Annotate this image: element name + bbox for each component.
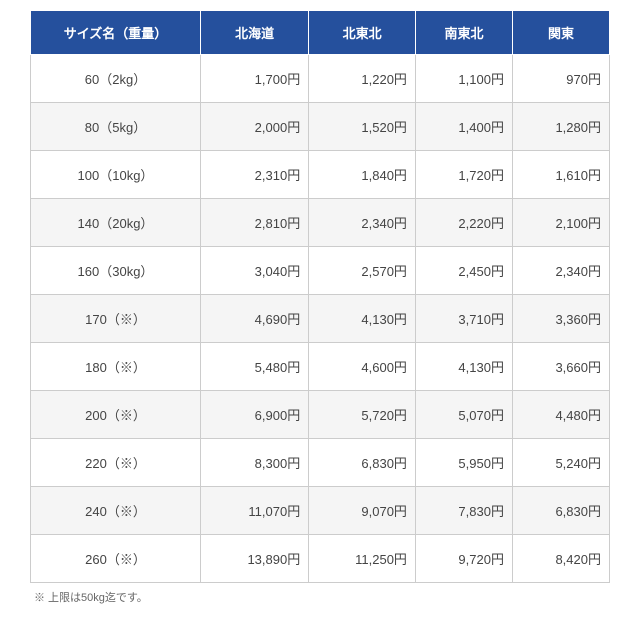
price-cell: 4,600円	[309, 343, 416, 391]
price-cell: 1,610円	[512, 151, 609, 199]
price-cell: 2,810円	[201, 199, 309, 247]
price-cell: 13,890円	[201, 535, 309, 583]
price-cell: 11,070円	[201, 487, 309, 535]
price-cell: 2,310円	[201, 151, 309, 199]
price-cell: 9,070円	[309, 487, 416, 535]
column-header: 南東北	[415, 11, 512, 55]
table-row: 180（※）5,480円4,600円4,130円3,660円	[31, 343, 610, 391]
price-cell: 4,480円	[512, 391, 609, 439]
size-cell: 170（※）	[31, 295, 201, 343]
price-cell: 6,830円	[512, 487, 609, 535]
price-cell: 2,220円	[415, 199, 512, 247]
table-row: 170（※）4,690円4,130円3,710円3,360円	[31, 295, 610, 343]
price-cell: 6,830円	[309, 439, 416, 487]
price-cell: 2,340円	[512, 247, 609, 295]
price-cell: 2,340円	[309, 199, 416, 247]
price-cell: 2,450円	[415, 247, 512, 295]
price-cell: 6,900円	[201, 391, 309, 439]
table-row: 100（10kg）2,310円1,840円1,720円1,610円	[31, 151, 610, 199]
price-cell: 1,280円	[512, 103, 609, 151]
size-cell: 220（※）	[31, 439, 201, 487]
size-cell: 200（※）	[31, 391, 201, 439]
price-cell: 4,690円	[201, 295, 309, 343]
size-cell: 160（30kg）	[31, 247, 201, 295]
table-header-row: サイズ名（重量）北海道北東北南東北関東	[31, 11, 610, 55]
price-cell: 3,360円	[512, 295, 609, 343]
size-cell: 240（※）	[31, 487, 201, 535]
column-header: 北東北	[309, 11, 416, 55]
price-cell: 1,520円	[309, 103, 416, 151]
size-cell: 60（2kg）	[31, 55, 201, 103]
price-cell: 9,720円	[415, 535, 512, 583]
price-cell: 8,300円	[201, 439, 309, 487]
price-cell: 3,710円	[415, 295, 512, 343]
price-cell: 5,480円	[201, 343, 309, 391]
price-cell: 5,240円	[512, 439, 609, 487]
price-cell: 2,000円	[201, 103, 309, 151]
table-body: 60（2kg）1,700円1,220円1,100円970円80（5kg）2,00…	[31, 55, 610, 583]
price-cell: 4,130円	[309, 295, 416, 343]
table-row: 240（※）11,070円9,070円7,830円6,830円	[31, 487, 610, 535]
price-cell: 1,700円	[201, 55, 309, 103]
size-cell: 100（10kg）	[31, 151, 201, 199]
size-cell: 80（5kg）	[31, 103, 201, 151]
price-cell: 7,830円	[415, 487, 512, 535]
table-row: 140（20kg）2,810円2,340円2,220円2,100円	[31, 199, 610, 247]
size-cell: 180（※）	[31, 343, 201, 391]
price-cell: 1,720円	[415, 151, 512, 199]
shipping-price-table: サイズ名（重量）北海道北東北南東北関東 60（2kg）1,700円1,220円1…	[30, 10, 610, 583]
size-cell: 140（20kg）	[31, 199, 201, 247]
table-row: 80（5kg）2,000円1,520円1,400円1,280円	[31, 103, 610, 151]
price-cell: 3,040円	[201, 247, 309, 295]
footnote-text: ※ 上限は50kg迄です。	[30, 589, 610, 605]
price-cell: 11,250円	[309, 535, 416, 583]
price-cell: 4,130円	[415, 343, 512, 391]
column-header: 関東	[512, 11, 609, 55]
price-cell: 5,720円	[309, 391, 416, 439]
price-cell: 2,570円	[309, 247, 416, 295]
table-row: 160（30kg）3,040円2,570円2,450円2,340円	[31, 247, 610, 295]
price-cell: 970円	[512, 55, 609, 103]
table-row: 200（※）6,900円5,720円5,070円4,480円	[31, 391, 610, 439]
price-cell: 5,070円	[415, 391, 512, 439]
price-cell: 8,420円	[512, 535, 609, 583]
column-header: 北海道	[201, 11, 309, 55]
size-cell: 260（※）	[31, 535, 201, 583]
price-cell: 1,100円	[415, 55, 512, 103]
table-row: 220（※）8,300円6,830円5,950円5,240円	[31, 439, 610, 487]
price-cell: 3,660円	[512, 343, 609, 391]
price-cell: 5,950円	[415, 439, 512, 487]
price-cell: 1,840円	[309, 151, 416, 199]
price-cell: 1,400円	[415, 103, 512, 151]
table-row: 260（※）13,890円11,250円9,720円8,420円	[31, 535, 610, 583]
column-header: サイズ名（重量）	[31, 11, 201, 55]
table-row: 60（2kg）1,700円1,220円1,100円970円	[31, 55, 610, 103]
price-cell: 1,220円	[309, 55, 416, 103]
price-cell: 2,100円	[512, 199, 609, 247]
